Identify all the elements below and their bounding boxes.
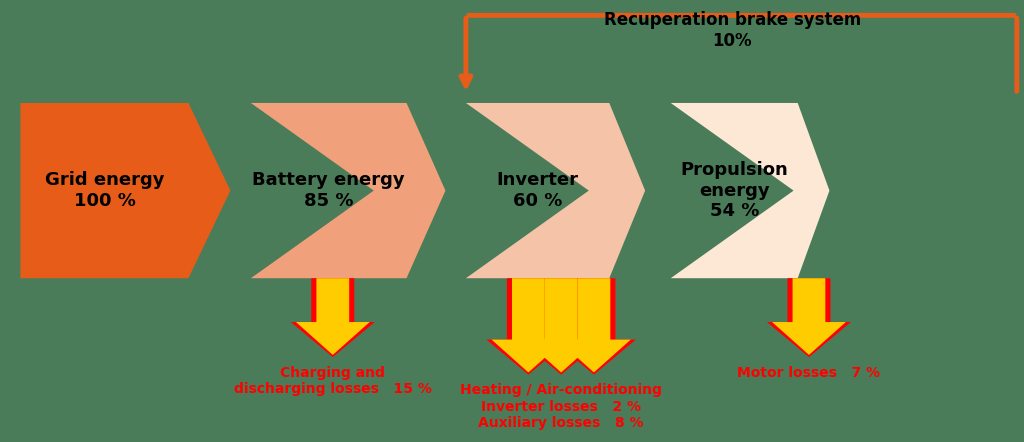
Polygon shape <box>20 103 230 278</box>
Polygon shape <box>492 278 565 373</box>
Polygon shape <box>671 103 829 278</box>
Polygon shape <box>767 278 851 357</box>
Polygon shape <box>552 278 636 375</box>
Text: Propulsion
energy
54 %: Propulsion energy 54 % <box>680 161 788 221</box>
Polygon shape <box>486 278 570 375</box>
Text: Grid energy
100 %: Grid energy 100 % <box>45 171 164 210</box>
Polygon shape <box>519 278 603 375</box>
Text: Motor losses   7 %: Motor losses 7 % <box>737 366 881 380</box>
Text: Recuperation brake system
10%: Recuperation brake system 10% <box>603 11 861 50</box>
Polygon shape <box>251 103 445 278</box>
Polygon shape <box>524 278 598 373</box>
Polygon shape <box>291 278 375 357</box>
Text: Battery energy
85 %: Battery energy 85 % <box>252 171 406 210</box>
Text: Heating / Air-conditioning
Inverter losses   2 %
Auxiliary losses   8 %: Heating / Air-conditioning Inverter loss… <box>460 383 663 430</box>
Polygon shape <box>772 278 846 355</box>
Text: Charging and
discharging losses   15 %: Charging and discharging losses 15 % <box>233 366 432 396</box>
Text: Inverter
60 %: Inverter 60 % <box>497 171 579 210</box>
Polygon shape <box>557 278 631 373</box>
Polygon shape <box>466 103 645 278</box>
Polygon shape <box>296 278 370 355</box>
